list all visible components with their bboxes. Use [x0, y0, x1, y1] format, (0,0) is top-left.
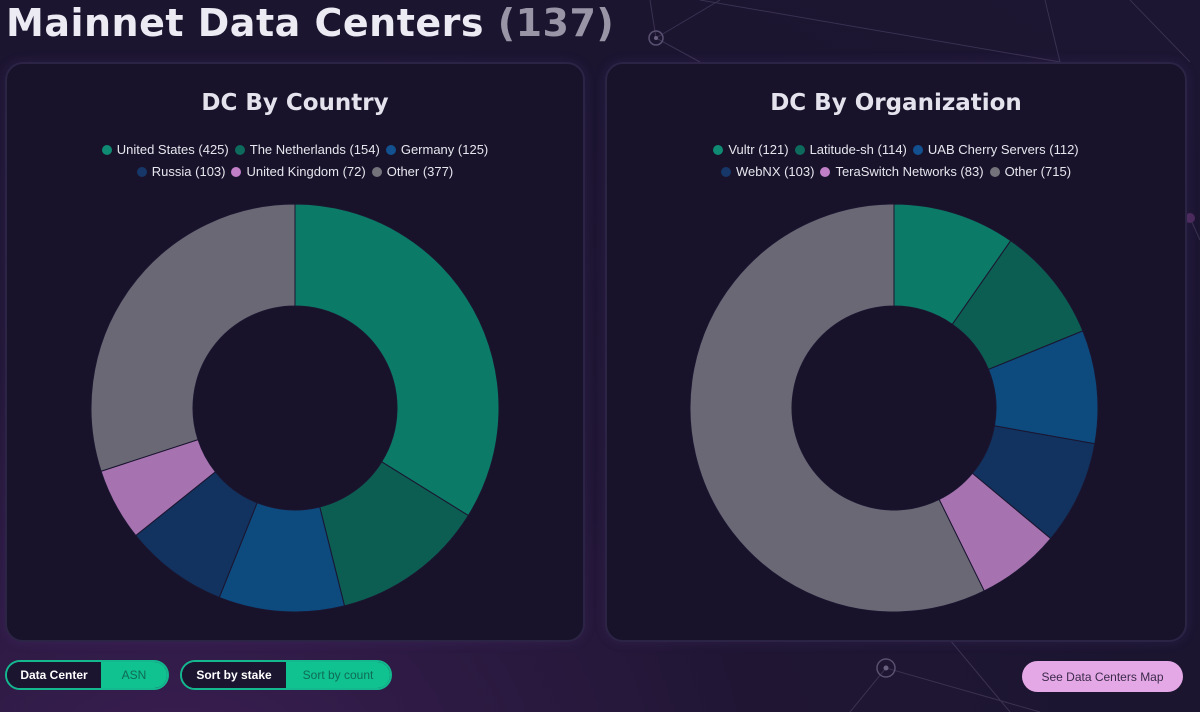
donut-slice-other[interactable]: [689, 203, 985, 613]
legend-color-dot: [820, 167, 831, 177]
page-title: Mainnet Data Centers (137): [6, 0, 614, 46]
legend-label: Vultr (121): [728, 142, 789, 157]
legend-label: Other (715): [1004, 164, 1072, 179]
legend-row: Vultr (121) Latitude-sh (114) UAB Cherry S…: [607, 139, 1185, 161]
legend-item[interactable]: WebNX (103): [720, 161, 815, 183]
legend-color-dot: [794, 145, 805, 155]
legend-row: WebNX (103) TeraSwitch Networks (83) Other…: [607, 161, 1185, 183]
legend-color-dot: [720, 167, 731, 177]
legend-label: The Netherlands (154): [249, 142, 380, 157]
legend-color-dot: [101, 145, 112, 155]
legend-row: Russia (103) United Kingdom (72) Other (37…: [7, 161, 583, 183]
legend-item[interactable]: Other (377): [371, 161, 454, 183]
country-chart-card: DC By Country United States (425) The Net…: [5, 62, 585, 642]
donut-slice-other[interactable]: [90, 203, 296, 472]
legend-item[interactable]: Russia (103): [136, 161, 226, 183]
legend-label: Germany (125): [400, 142, 489, 157]
legend-label: UAB Cherry Servers (112): [927, 142, 1079, 157]
legend-label: Other (377): [386, 164, 454, 179]
data-center-option[interactable]: Data Center: [7, 662, 101, 688]
asn-option[interactable]: ASN: [101, 662, 167, 688]
organization-donut-chart: [689, 203, 1099, 613]
legend-color-dot: [136, 167, 147, 177]
organization-legend: Vultr (121) Latitude-sh (114) UAB Cherry S…: [607, 139, 1185, 183]
legend-color-dot: [989, 167, 1000, 177]
legend-color-dot: [231, 167, 242, 177]
sort-mode-toggle[interactable]: Sort by stake Sort by count: [180, 660, 392, 690]
legend-label: Russia (103): [151, 164, 226, 179]
country-legend: United States (425) The Netherlands (154)…: [7, 139, 583, 183]
see-data-centers-map-button[interactable]: See Data Centers Map: [1022, 661, 1183, 692]
legend-item[interactable]: Latitude-sh (114): [794, 139, 907, 161]
legend-color-dot: [713, 145, 724, 155]
page-title-text: Mainnet Data Centers: [6, 1, 484, 45]
legend-item[interactable]: Germany (125): [385, 139, 489, 161]
organization-chart-title: DC By Organization: [770, 90, 1022, 116]
legend-item[interactable]: Other (715): [989, 161, 1072, 183]
legend-item[interactable]: United Kingdom (72): [231, 161, 366, 183]
legend-item[interactable]: The Netherlands (154): [234, 139, 380, 161]
legend-label: Latitude-sh (114): [809, 142, 907, 157]
organization-chart-card: DC By Organization Vultr (121) Latitude-s…: [605, 62, 1187, 642]
donut-slice-united-states[interactable]: [294, 203, 500, 517]
legend-item[interactable]: UAB Cherry Servers (112): [912, 139, 1079, 161]
legend-color-dot: [385, 145, 396, 155]
legend-item[interactable]: United States (425): [101, 139, 229, 161]
legend-row: United States (425) The Netherlands (154)…: [7, 139, 583, 161]
sort-by-count-option[interactable]: Sort by count: [286, 662, 390, 688]
data-center-count: (137): [497, 1, 615, 45]
legend-label: TeraSwitch Networks (83): [835, 164, 984, 179]
sort-by-stake-option[interactable]: Sort by stake: [182, 662, 286, 688]
legend-item[interactable]: TeraSwitch Networks (83): [820, 161, 984, 183]
legend-color-dot: [234, 145, 245, 155]
country-chart-title: DC By Country: [201, 90, 389, 116]
legend-color-dot: [371, 167, 382, 177]
legend-label: United Kingdom (72): [246, 164, 366, 179]
legend-label: WebNX (103): [735, 164, 815, 179]
legend-item[interactable]: Vultr (121): [713, 139, 789, 161]
legend-label: United States (425): [116, 142, 229, 157]
legend-color-dot: [912, 145, 923, 155]
view-mode-toggle[interactable]: Data Center ASN: [5, 660, 169, 690]
country-donut-chart: [90, 203, 500, 613]
